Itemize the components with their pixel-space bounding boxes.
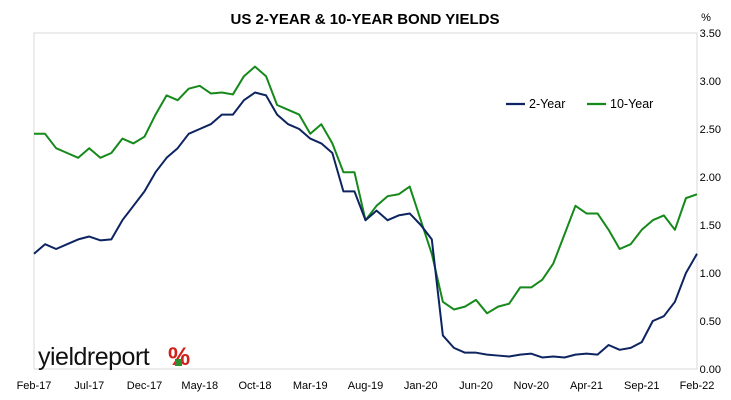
x-tick-label: Jan-20 xyxy=(404,380,438,392)
plot-area-frame xyxy=(33,32,698,370)
x-tick-label: May-18 xyxy=(181,380,218,392)
yieldreport-logo: yieldreport % xyxy=(38,343,190,371)
x-tick-label: Sep-21 xyxy=(624,380,659,392)
x-tick-label: Jul-17 xyxy=(74,380,104,392)
x-tick-label: Feb-22 xyxy=(680,380,715,392)
x-tick-label: Jun-20 xyxy=(459,380,493,392)
logo-percent-symbol: % xyxy=(168,343,190,371)
y-axis-unit: % xyxy=(701,12,711,24)
y-tick-label: 1.00 xyxy=(700,268,721,280)
y-tick-label: 3.00 xyxy=(700,76,721,88)
y-tick-label: 2.00 xyxy=(700,172,721,184)
x-tick-label: Oct-18 xyxy=(238,380,271,392)
y-tick-label: 0.50 xyxy=(700,316,721,328)
chart-title: US 2-YEAR & 10-YEAR BOND YIELDS xyxy=(231,11,500,28)
y-tick-label: 2.50 xyxy=(700,124,721,136)
x-tick-label: Feb-17 xyxy=(17,380,52,392)
y-tick-label: 0.00 xyxy=(700,364,721,376)
legend: 2-Year 10-Year xyxy=(506,97,653,111)
logo-green-accent xyxy=(175,359,182,366)
x-tick-label: Aug-19 xyxy=(348,380,383,392)
x-tick-label: Nov-20 xyxy=(514,380,549,392)
y-axis: 0.00 0.50 1.00 1.50 2.00 2.50 3.00 3.50 xyxy=(700,28,721,376)
series-lines xyxy=(33,65,698,359)
logo-wordmark: yieldreport xyxy=(38,343,150,371)
legend-label-2-year: 2-Year xyxy=(529,97,565,111)
y-tick-label: 3.50 xyxy=(700,28,721,40)
x-tick-label: Dec-17 xyxy=(127,380,162,392)
series-line-2-year xyxy=(33,91,698,359)
y-tick-label: 1.50 xyxy=(700,220,721,232)
x-tick-label: Apr-21 xyxy=(570,380,603,392)
x-axis: Feb-17 Jul-17 Dec-17 May-18 Oct-18 Mar-19 Aug-… xyxy=(17,380,715,392)
legend-label-10-year: 10-Year xyxy=(610,97,653,111)
x-tick-label: Mar-19 xyxy=(293,380,328,392)
